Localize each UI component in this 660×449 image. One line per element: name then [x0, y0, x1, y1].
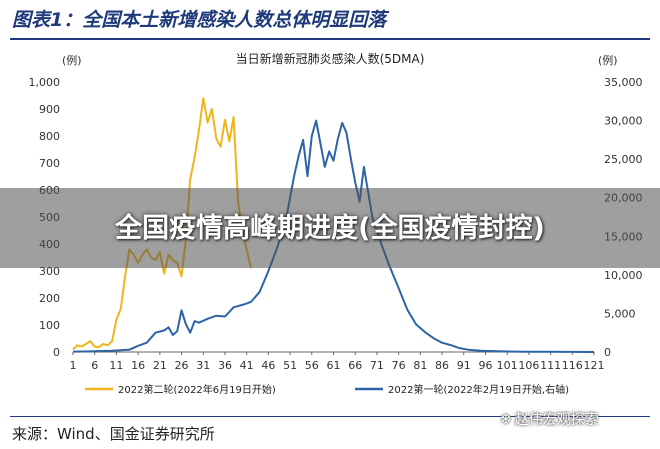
y-left-tick-label: 0	[53, 346, 60, 359]
y-left-tick-label: 800	[39, 130, 60, 143]
x-tick-label: 71	[370, 359, 384, 372]
legend-label: 2022第一轮(2022年2月19日开始,右轴)	[388, 383, 569, 396]
y-right-tick-label: 30,000	[604, 115, 643, 128]
y-left-tick-label: 900	[39, 103, 60, 116]
chart-title: 当日新增新冠肺炎感染人数(5DMA)	[236, 51, 425, 66]
x-tick-label: 96	[478, 359, 492, 372]
x-tick-label: 36	[218, 359, 232, 372]
chart: 当日新增新冠肺炎感染人数(5DMA) (例) (例) 0100200300400…	[29, 51, 643, 396]
x-tick-label: 121	[584, 359, 605, 372]
source-note: 来源：Wind、国金证券研究所	[12, 425, 215, 443]
x-tick-label: 1	[70, 359, 77, 372]
figure-title: 图表1：全国本土新增感染人数总体明显回落	[12, 9, 387, 31]
x-tick-label: 21	[153, 359, 167, 372]
x-tick-label: 66	[348, 359, 362, 372]
wechat-icon: ❄	[500, 412, 512, 428]
series-line-first-wave	[72, 119, 595, 353]
right-axis-unit: (例)	[598, 53, 618, 67]
legend: 2022第二轮(2022年6月19日开始) 2022第一轮(2022年2月19日开…	[85, 383, 569, 396]
x-tick-label: 51	[283, 359, 297, 372]
x-tick-label: 16	[131, 359, 145, 372]
x-tick-label: 111	[540, 359, 561, 372]
x-tick-label: 46	[261, 359, 275, 372]
banner-overlay	[0, 188, 660, 268]
footer-divider	[10, 416, 650, 417]
x-tick-label: 91	[457, 359, 471, 372]
y-left-tick-label: 300	[39, 265, 60, 278]
legend-label: 2022第二轮(2022年6月19日开始)	[118, 383, 276, 396]
y-left-tick-label: 700	[39, 157, 60, 170]
left-axis-unit: (例)	[62, 53, 82, 67]
x-tick-label: 6	[91, 359, 98, 372]
x-tick-label: 106	[518, 359, 539, 372]
x-tick-label: 86	[435, 359, 449, 372]
x-tick-label: 31	[196, 359, 210, 372]
y-right-tick-label: 10,000	[604, 269, 643, 282]
x-tick-label: 26	[175, 359, 189, 372]
banner-text: 全国疫情高峰期进度(全国疫情封控)	[115, 213, 545, 244]
x-tick-label: 41	[240, 359, 254, 372]
watermark: ❄ 赵伟宏观探索	[500, 409, 599, 429]
x-tick-label: 116	[562, 359, 583, 372]
x-tick-label: 61	[327, 359, 341, 372]
x-tick-label: 11	[109, 359, 123, 372]
y-right-tick-label: 35,000	[604, 76, 643, 89]
y-left-tick-label: 1,000	[29, 76, 61, 89]
y-right-tick-label: 25,000	[604, 153, 643, 166]
y-right-tick-label: 5,000	[604, 307, 636, 320]
x-tick-label: 76	[392, 359, 406, 372]
title-divider	[10, 38, 650, 40]
watermark-text: 赵伟宏观探索	[514, 412, 599, 428]
x-tick-label: 101	[497, 359, 518, 372]
x-tick-label: 81	[413, 359, 427, 372]
x-tick-label: 56	[305, 359, 319, 372]
y-left-tick-label: 200	[39, 292, 60, 305]
y-right-tick-label: 0	[604, 346, 611, 359]
y-left-tick-label: 100	[39, 319, 60, 332]
